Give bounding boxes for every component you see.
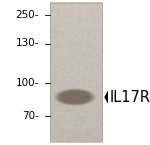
Ellipse shape [57, 90, 93, 105]
Ellipse shape [58, 90, 92, 104]
Ellipse shape [68, 94, 82, 100]
Text: 250-: 250- [15, 10, 39, 19]
Ellipse shape [61, 91, 89, 103]
Ellipse shape [69, 95, 81, 100]
Ellipse shape [63, 92, 87, 102]
Ellipse shape [74, 97, 76, 98]
Polygon shape [104, 91, 108, 104]
Ellipse shape [73, 96, 77, 98]
Text: 70-: 70- [22, 111, 39, 121]
Ellipse shape [70, 95, 80, 99]
Ellipse shape [62, 92, 88, 103]
Ellipse shape [68, 94, 82, 100]
Ellipse shape [72, 96, 78, 98]
Text: 100-: 100- [16, 78, 39, 88]
Ellipse shape [55, 89, 95, 106]
Ellipse shape [67, 94, 83, 101]
Ellipse shape [56, 89, 94, 105]
Ellipse shape [65, 93, 85, 101]
Ellipse shape [71, 96, 79, 99]
Ellipse shape [66, 93, 84, 101]
Ellipse shape [56, 89, 94, 105]
Text: IL17RE: IL17RE [110, 90, 150, 105]
Ellipse shape [54, 88, 96, 106]
Ellipse shape [60, 91, 90, 103]
Bar [50, 3, 102, 142]
Ellipse shape [64, 93, 86, 102]
Ellipse shape [58, 90, 92, 104]
Ellipse shape [64, 93, 86, 101]
Ellipse shape [70, 95, 80, 99]
Ellipse shape [59, 90, 91, 104]
Ellipse shape [61, 91, 88, 103]
Text: 130-: 130- [15, 39, 39, 48]
